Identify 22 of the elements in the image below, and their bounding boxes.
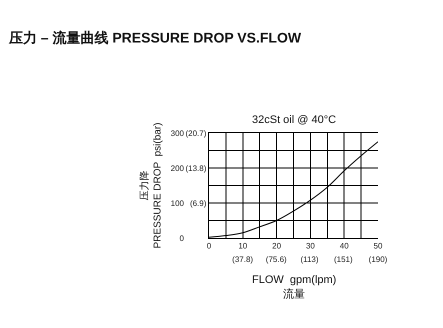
x2-tick-label: (190): [368, 255, 388, 264]
x-tick-label: 40: [340, 242, 350, 251]
y-tick-label: 0: [180, 234, 185, 243]
chart-subtitle: 32cSt oil @ 40°C: [252, 114, 336, 126]
y2-tick-label: (6.9): [190, 198, 207, 208]
x-axis-title: FLOW gpm(lpm) 流量: [252, 274, 336, 300]
y2-tick-label: (13.8): [185, 164, 207, 173]
y-tick-label: 300: [170, 128, 185, 138]
x2-tick-label: (113): [300, 255, 319, 264]
x2-tick-label: (151): [334, 255, 353, 264]
x-tick-label: 50: [374, 242, 383, 251]
x-tick-label: 30: [306, 242, 316, 251]
x-tick-label: 20: [272, 242, 282, 251]
y-axis-title: 压力降 PRESSURE DROP psi(bar): [138, 122, 164, 248]
x-tick-label: 0: [206, 242, 212, 251]
x2-tick-label: (37.8): [232, 255, 254, 264]
y2-tick-label: (20.7): [185, 128, 207, 138]
x-tick-label: 10: [238, 242, 248, 251]
chart-title: 压力 – 流量曲线 PRESSURE DROP VS.FLOW: [8, 30, 302, 46]
y-tick-label: 100: [170, 198, 185, 208]
x2-tick-label: (75.6): [266, 255, 288, 264]
y-tick-label: 200: [170, 164, 185, 173]
